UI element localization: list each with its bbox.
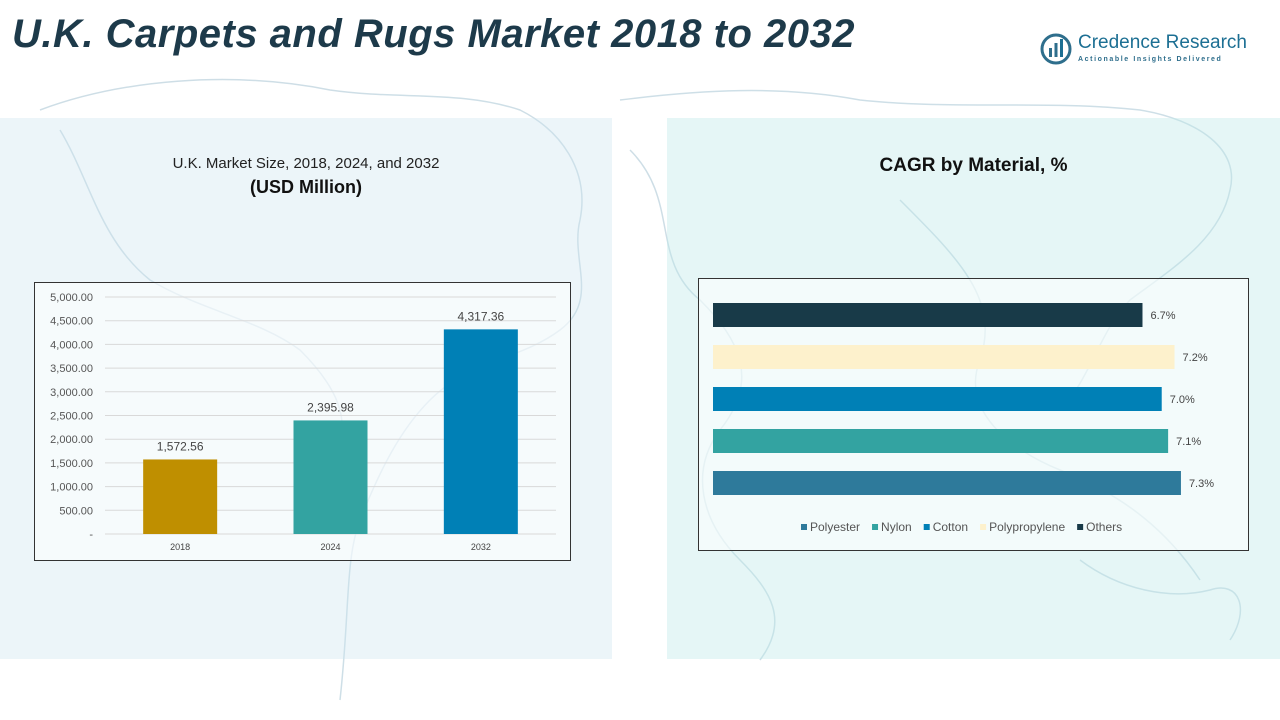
y-tick-label: 4,500.00 (50, 316, 93, 328)
legend-item-polypropylene: Polypropylene (989, 520, 1065, 534)
y-tick-label: 3,000.00 (50, 387, 93, 399)
y-tick-label: 1,500.00 (50, 458, 93, 470)
y-tick-label: 1,000.00 (50, 482, 93, 494)
bar-value-label: 4,317.36 (457, 309, 504, 323)
legend-swatch (923, 524, 930, 530)
y-tick-label: 3,500.00 (50, 363, 93, 375)
legend-item-nylon: Nylon (881, 520, 912, 534)
bar-polypropylene (713, 345, 1175, 369)
market-size-bar-chart: - 500.00 1,000.00 1,500.00 2,000.00 2,500.00 3… (50, 292, 556, 552)
bar-nylon (713, 429, 1169, 453)
bar-cotton (713, 387, 1162, 411)
x-tick-label: 2018 (170, 542, 190, 552)
legend-swatch (801, 524, 807, 530)
x-tick-label: 2032 (471, 542, 491, 552)
y-tick-label: - (89, 529, 93, 541)
cagr-chart-title: CAGR by Material, % (879, 155, 1068, 176)
bar-2024 (293, 420, 368, 534)
page-title: U.K. Carpets and Rugs Market 2018 to 203… (12, 12, 856, 56)
bar-others (713, 303, 1143, 327)
y-tick-label: 4,000.00 (50, 339, 93, 351)
bar-value-label: 7.2% (1183, 352, 1208, 364)
bar-value-label: 7.3% (1189, 478, 1214, 490)
bar-value-label: 1,572.56 (157, 439, 204, 453)
bar-2032 (443, 329, 518, 534)
legend-swatch (980, 524, 987, 530)
legend-item-others: Others (1086, 520, 1122, 534)
bar-value-label: 7.1% (1176, 436, 1201, 448)
brand-tagline: Actionable Insights Delivered (1078, 56, 1223, 63)
bar-polyester (713, 471, 1181, 495)
cagr-chart-frame: 6.7% 7.2% 7.0% 7.1% 7.3% Polyester Nylon Cotton… (698, 278, 1249, 551)
bar-2018 (143, 459, 218, 534)
bar-value-label: 2,395.98 (307, 400, 354, 414)
y-tick-label: 2,500.00 (50, 411, 93, 423)
cagr-bar-chart: 6.7% 7.2% 7.0% 7.1% 7.3% Polyester Nylon Cotton… (713, 303, 1214, 534)
y-tick-label: 5,000.00 (50, 292, 93, 304)
x-tick-label: 2024 (320, 542, 340, 552)
bar-value-label: 6.7% (1150, 310, 1175, 322)
legend-item-polyester: Polyester (810, 520, 860, 534)
legend-swatch (1077, 524, 1084, 530)
bar-chart-circle-icon (1040, 33, 1072, 65)
market-size-chart-subtitle: (USD Million) (250, 177, 362, 197)
legend-item-cotton: Cotton (933, 520, 968, 534)
market-size-chart-title: U.K. Market Size, 2018, 2024, and 2032 (172, 155, 440, 172)
brand-name: Credence Research (1078, 32, 1247, 53)
brand-logo: Credence Research Actionable Insights De… (1040, 30, 1260, 70)
y-tick-label: 500.00 (59, 505, 93, 517)
legend-swatch (872, 524, 879, 530)
y-tick-label: 2,000.00 (50, 434, 93, 446)
bar-value-label: 7.0% (1170, 394, 1195, 406)
market-size-chart-frame: - 500.00 1,000.00 1,500.00 2,000.00 2,500.00 3… (34, 282, 571, 561)
